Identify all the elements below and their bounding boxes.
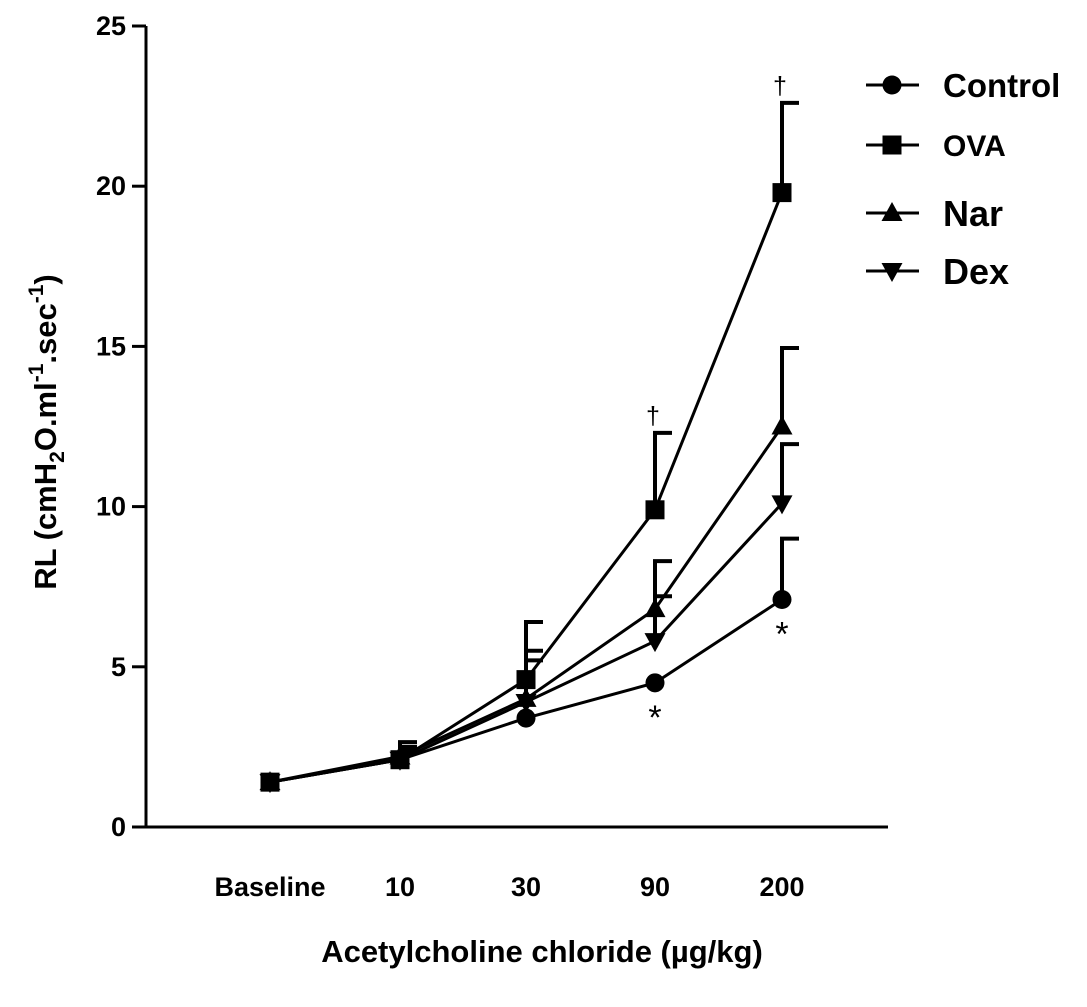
legend-item: OVA: [866, 130, 1006, 163]
error-bars: [398, 100, 799, 760]
legend-item: Nar: [866, 193, 1003, 234]
data-point: [516, 708, 536, 728]
data-point: [772, 590, 792, 610]
data-point: [644, 598, 666, 618]
y-tick-label: 20: [96, 171, 126, 201]
legend-marker: [881, 263, 903, 282]
legend-label: Control: [943, 67, 1060, 104]
x-tick-label: 30: [511, 872, 541, 902]
data-point: [516, 670, 536, 690]
x-tick-label: Baseline: [214, 872, 325, 902]
data-point: [645, 500, 665, 520]
y-tick-label: 15: [96, 331, 126, 361]
chart-axes: [144, 26, 888, 829]
legend-label: Nar: [943, 193, 1003, 234]
annotations: * * † †: [646, 72, 789, 737]
data-point: [645, 673, 665, 693]
x-tick-label: 10: [385, 872, 415, 902]
significance-asterisk: *: [775, 616, 788, 654]
y-tick-label: 5: [111, 652, 126, 682]
significance-dagger: †: [646, 402, 660, 430]
legend: Control OVA Nar Dex: [866, 67, 1060, 292]
series-line: [269, 425, 784, 784]
data-point: [389, 751, 411, 771]
x-tick-label: 200: [759, 872, 804, 902]
data-point: [771, 495, 793, 515]
legend-item: Control: [866, 67, 1060, 104]
y-tick-group: 0 5 10 15 20 25: [96, 11, 146, 842]
legend-item: Dex: [866, 251, 1009, 292]
significance-asterisk: *: [648, 699, 661, 737]
data-point: [772, 183, 792, 203]
y-tick-label: 10: [96, 492, 126, 522]
y-axis-title: RL (cmH2O.ml-1.sec-1): [25, 274, 69, 590]
legend-marker: [882, 135, 902, 155]
legend-marker: [881, 202, 903, 221]
x-axis-title: Acetylcholine chloride (µg/kg): [321, 934, 763, 969]
data-point: [515, 694, 537, 714]
data-point: [644, 633, 666, 653]
legend-label: OVA: [943, 130, 1006, 163]
series-points: [259, 183, 793, 794]
legend-label: Dex: [943, 251, 1009, 292]
y-tick-label: 0: [111, 812, 126, 842]
legend-marker: [882, 75, 902, 95]
data-point: [771, 415, 793, 435]
series-group: * * † †: [259, 72, 799, 794]
x-tick-label: 90: [640, 872, 670, 902]
x-tick-group: Baseline 10 30 90 200: [214, 872, 804, 902]
y-tick-label: 25: [96, 11, 126, 41]
data-point: [259, 774, 281, 794]
significance-dagger: †: [773, 72, 787, 100]
